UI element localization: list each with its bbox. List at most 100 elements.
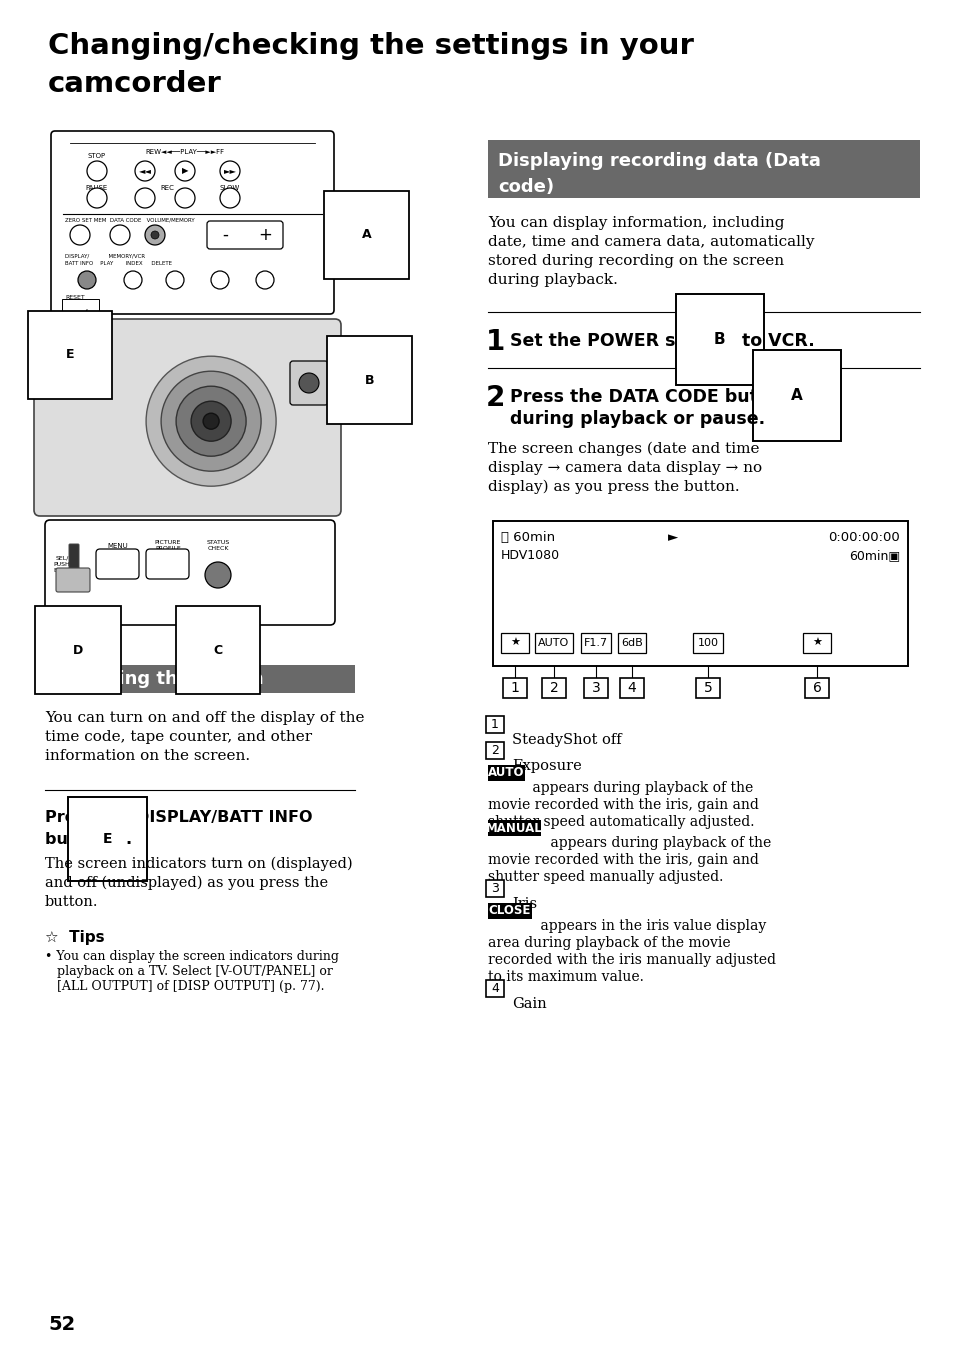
Text: ☆  Tips: ☆ Tips	[45, 930, 105, 944]
Circle shape	[191, 402, 231, 441]
Text: The screen indicators turn on (displayed): The screen indicators turn on (displayed…	[45, 858, 353, 871]
Text: 60min▣: 60min▣	[848, 550, 899, 562]
Text: HDV1080: HDV1080	[500, 550, 559, 562]
Circle shape	[110, 225, 130, 246]
Text: RESET: RESET	[65, 294, 85, 300]
Bar	[493, 521, 907, 666]
Text: SLOW: SLOW	[219, 185, 240, 191]
Text: display → camera data display → no: display → camera data display → no	[488, 461, 761, 475]
Bar	[618, 632, 645, 653]
Text: 1: 1	[485, 328, 505, 356]
Circle shape	[145, 225, 165, 246]
FancyBboxPatch shape	[43, 324, 82, 347]
FancyBboxPatch shape	[51, 132, 334, 313]
Bar	[696, 678, 720, 697]
Text: time code, tape counter, and other: time code, tape counter, and other	[45, 730, 312, 744]
Text: ◄◄: ◄◄	[138, 167, 152, 175]
Text: • You can display the screen indicators during: • You can display the screen indicators …	[45, 950, 338, 963]
Text: stored during recording on the screen: stored during recording on the screen	[488, 254, 783, 267]
Text: 52: 52	[48, 1315, 75, 1334]
FancyBboxPatch shape	[45, 520, 335, 626]
Text: F1.7: F1.7	[583, 638, 607, 649]
Text: code): code)	[497, 178, 554, 195]
Bar	[485, 980, 503, 997]
Text: 2: 2	[485, 384, 505, 413]
Circle shape	[151, 231, 159, 239]
Circle shape	[135, 189, 154, 208]
Circle shape	[174, 161, 194, 180]
Text: -: -	[222, 227, 228, 244]
Text: 1: 1	[491, 718, 498, 731]
Text: C: C	[213, 643, 222, 657]
Text: Exposure: Exposure	[512, 759, 581, 773]
Text: 0:00:00:00: 0:00:00:00	[827, 531, 899, 544]
Text: ▶: ▶	[182, 167, 188, 175]
Text: 1: 1	[510, 681, 518, 695]
Circle shape	[211, 271, 229, 289]
Text: ★: ★	[510, 638, 519, 649]
Text: ★: ★	[811, 638, 821, 649]
FancyBboxPatch shape	[69, 544, 79, 575]
FancyBboxPatch shape	[34, 319, 340, 516]
Text: during playback or pause.: during playback or pause.	[510, 410, 764, 427]
Bar	[583, 678, 607, 697]
Text: Changing the screen: Changing the screen	[55, 670, 263, 688]
Text: during playback.: during playback.	[488, 273, 618, 286]
Text: The screen changes (date and time: The screen changes (date and time	[488, 442, 759, 456]
Text: 3: 3	[591, 681, 599, 695]
Circle shape	[124, 271, 142, 289]
Text: to its maximum value.: to its maximum value.	[488, 970, 643, 984]
Text: .: .	[125, 832, 131, 847]
Bar	[502, 678, 526, 697]
Text: Press the DISPLAY/BATT INFO: Press the DISPLAY/BATT INFO	[45, 810, 313, 825]
Bar	[485, 716, 503, 733]
Text: A: A	[790, 388, 801, 403]
Text: recorded with the iris manually adjusted: recorded with the iris manually adjusted	[488, 953, 775, 968]
Text: Iris: Iris	[512, 897, 537, 911]
Bar	[802, 632, 830, 653]
Circle shape	[220, 189, 240, 208]
Bar	[488, 140, 919, 198]
Text: date, time and camera data, automatically: date, time and camera data, automaticall…	[488, 235, 814, 248]
Text: [ALL OUTPUT] of [DISP OUTPUT] (p. 77).: [ALL OUTPUT] of [DISP OUTPUT] (p. 77).	[45, 980, 324, 993]
Bar	[692, 632, 722, 653]
Text: ⎙ 60min: ⎙ 60min	[500, 531, 555, 544]
Bar	[804, 678, 828, 697]
Circle shape	[220, 161, 240, 180]
Text: button: button	[45, 832, 112, 847]
Text: CLOSE: CLOSE	[488, 905, 531, 917]
Circle shape	[87, 161, 107, 180]
Text: MANUAL: MANUAL	[485, 821, 542, 835]
Text: movie recorded with the iris, gain and: movie recorded with the iris, gain and	[488, 854, 758, 867]
Text: AUTO: AUTO	[487, 767, 524, 779]
Circle shape	[298, 373, 318, 394]
Text: B: B	[365, 373, 375, 387]
Circle shape	[146, 356, 275, 486]
FancyBboxPatch shape	[46, 337, 105, 383]
Bar	[541, 678, 565, 697]
Text: appears in the iris value display: appears in the iris value display	[536, 919, 765, 934]
Text: 100: 100	[697, 638, 718, 649]
Text: 3: 3	[491, 882, 498, 896]
Text: 4: 4	[627, 681, 636, 695]
Text: Press the DATA CODE button: Press the DATA CODE button	[510, 388, 796, 406]
Text: B: B	[713, 332, 725, 347]
Text: area during playback of the movie: area during playback of the movie	[488, 936, 730, 950]
FancyBboxPatch shape	[96, 550, 139, 579]
Bar	[485, 742, 503, 759]
Text: Displaying recording data (Data: Displaying recording data (Data	[497, 152, 820, 170]
Text: information on the screen.: information on the screen.	[45, 749, 250, 763]
Text: Gain: Gain	[512, 997, 546, 1011]
Bar	[535, 632, 573, 653]
Text: ►►: ►►	[223, 167, 236, 175]
Text: E: E	[66, 349, 74, 361]
Text: 5: 5	[703, 681, 712, 695]
Bar	[619, 678, 643, 697]
Circle shape	[70, 225, 90, 246]
Text: display) as you press the button.: display) as you press the button.	[488, 480, 739, 494]
Circle shape	[205, 562, 231, 588]
Text: MENU: MENU	[108, 543, 129, 550]
Text: You can turn on and off the display of the: You can turn on and off the display of t…	[45, 711, 364, 725]
Text: You can display information, including: You can display information, including	[488, 216, 783, 229]
Text: Changing/checking the settings in your: Changing/checking the settings in your	[48, 33, 693, 60]
